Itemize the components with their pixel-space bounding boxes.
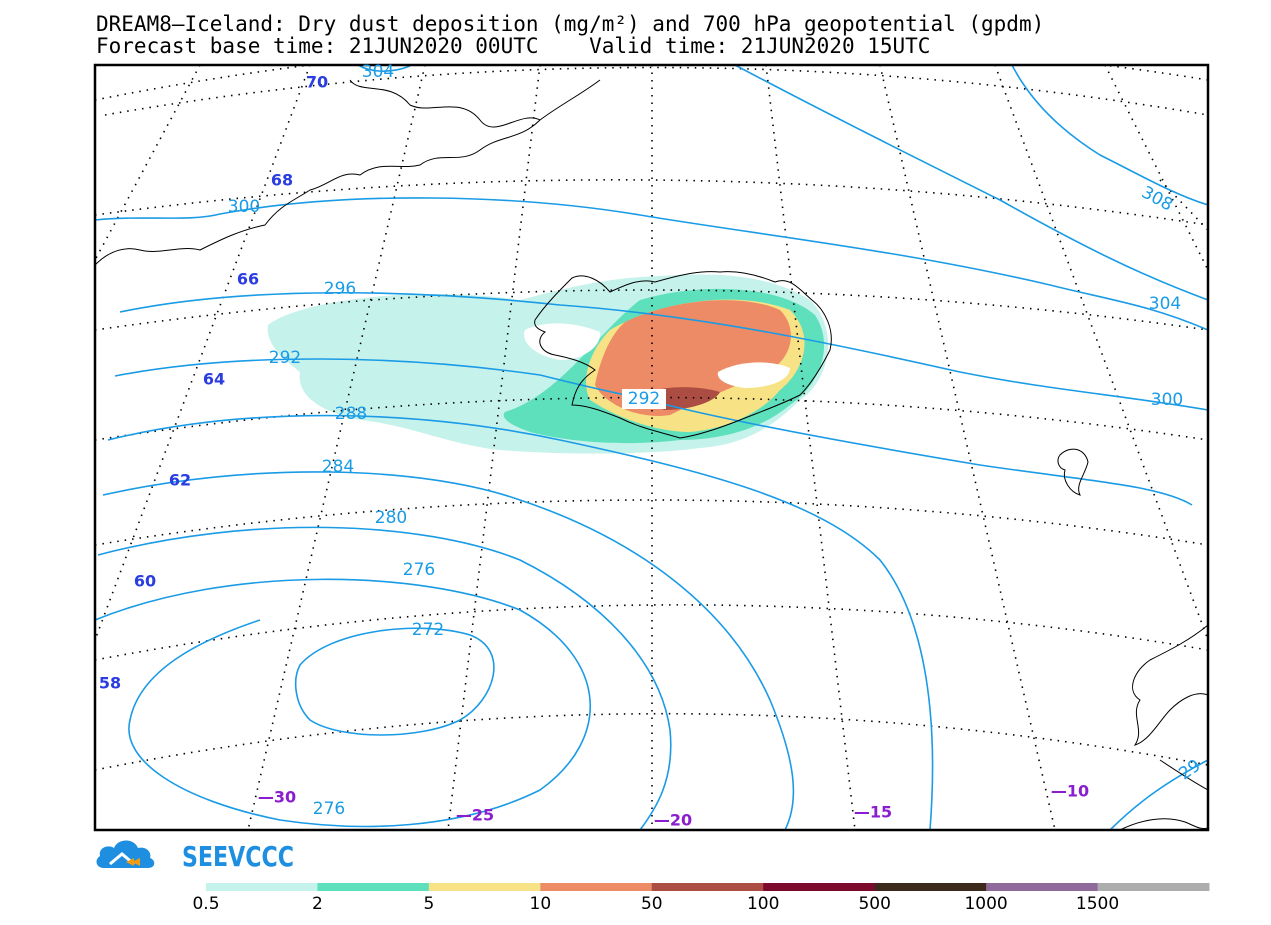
contour-label: 292	[628, 389, 660, 409]
coastlines	[95, 79, 1208, 830]
contour-label: 296	[324, 279, 356, 299]
legend-color-bin	[540, 883, 653, 891]
contour-label: 304	[1149, 294, 1181, 314]
seevccc-logo: SEEVCCC	[94, 834, 304, 874]
geopotential-contours	[95, 65, 1208, 830]
legend-color-bin	[206, 883, 318, 891]
legend-color-bin	[986, 883, 1099, 891]
latitude-labels: 70 68 66 64 62 60 58	[99, 73, 328, 693]
latitude-label: 68	[271, 171, 293, 190]
legend-tick-label: 0.5	[192, 894, 219, 914]
contour-label: 304	[362, 62, 394, 82]
map-subtitle-times: Forecast base time: 21JUN2020 00UTC Vali…	[96, 34, 931, 58]
legend-color-bin	[1097, 883, 1210, 891]
legend-tick-label: 1000	[964, 894, 1007, 914]
contour-label: 280	[375, 508, 407, 528]
contour-label: 276	[313, 799, 345, 819]
legend-color-bin	[651, 883, 764, 891]
latitude-label: 64	[203, 370, 225, 389]
latitude-label: 66	[237, 270, 259, 289]
longitude-label: —30	[258, 788, 296, 807]
legend-color-bin	[428, 883, 541, 891]
longitude-label: —15	[854, 803, 892, 822]
legend-color-bin	[317, 883, 430, 891]
latitude-label: 70	[306, 73, 328, 92]
legend-color-bin	[763, 883, 876, 891]
contour-label: 300	[228, 197, 260, 217]
map-frame	[93, 63, 1210, 832]
logo-text: SEEVCCC	[182, 840, 294, 873]
contour-label: 284	[322, 457, 354, 477]
legend-tick-label: 1500	[1076, 894, 1119, 914]
longitude-labels: —30 —25 —20 —15 —10	[258, 782, 1089, 830]
longitude-label: —25	[456, 806, 494, 825]
contour-label: 292	[269, 348, 301, 368]
legend-tick-label: 50	[641, 894, 663, 914]
contour-label: 272	[412, 620, 444, 640]
map-title: DREAM8—Iceland: Dry dust deposition (mg/…	[96, 12, 1045, 36]
latitude-label: 60	[134, 572, 156, 591]
graticule-lines	[95, 65, 1208, 830]
legend-color-bin	[874, 883, 987, 891]
legend-tick-label: 2	[312, 894, 323, 914]
legend-tick-label: 5	[423, 894, 434, 914]
contour-label: 276	[403, 560, 435, 580]
contour-label-box-iceland: 292	[622, 389, 666, 409]
longitude-label: —20	[654, 811, 692, 830]
legend-tick-label: 10	[530, 894, 552, 914]
contour-label: 300	[1151, 390, 1183, 410]
contour-label: 288	[335, 404, 367, 424]
legend-tick-label: 500	[858, 894, 890, 914]
latitude-label: 62	[169, 471, 191, 490]
dust-legend-colorbar: 0.5 2 5 10 50 100 500 1000 1500	[192, 883, 1210, 914]
legend-tick-label: 100	[747, 894, 779, 914]
contour-labels: 304 300 296 292 292 288 284 280 276 272 …	[228, 62, 1205, 819]
cloud-logo-icon	[96, 840, 155, 868]
longitude-label: —10	[1051, 782, 1089, 801]
latitude-label: 58	[99, 674, 121, 693]
